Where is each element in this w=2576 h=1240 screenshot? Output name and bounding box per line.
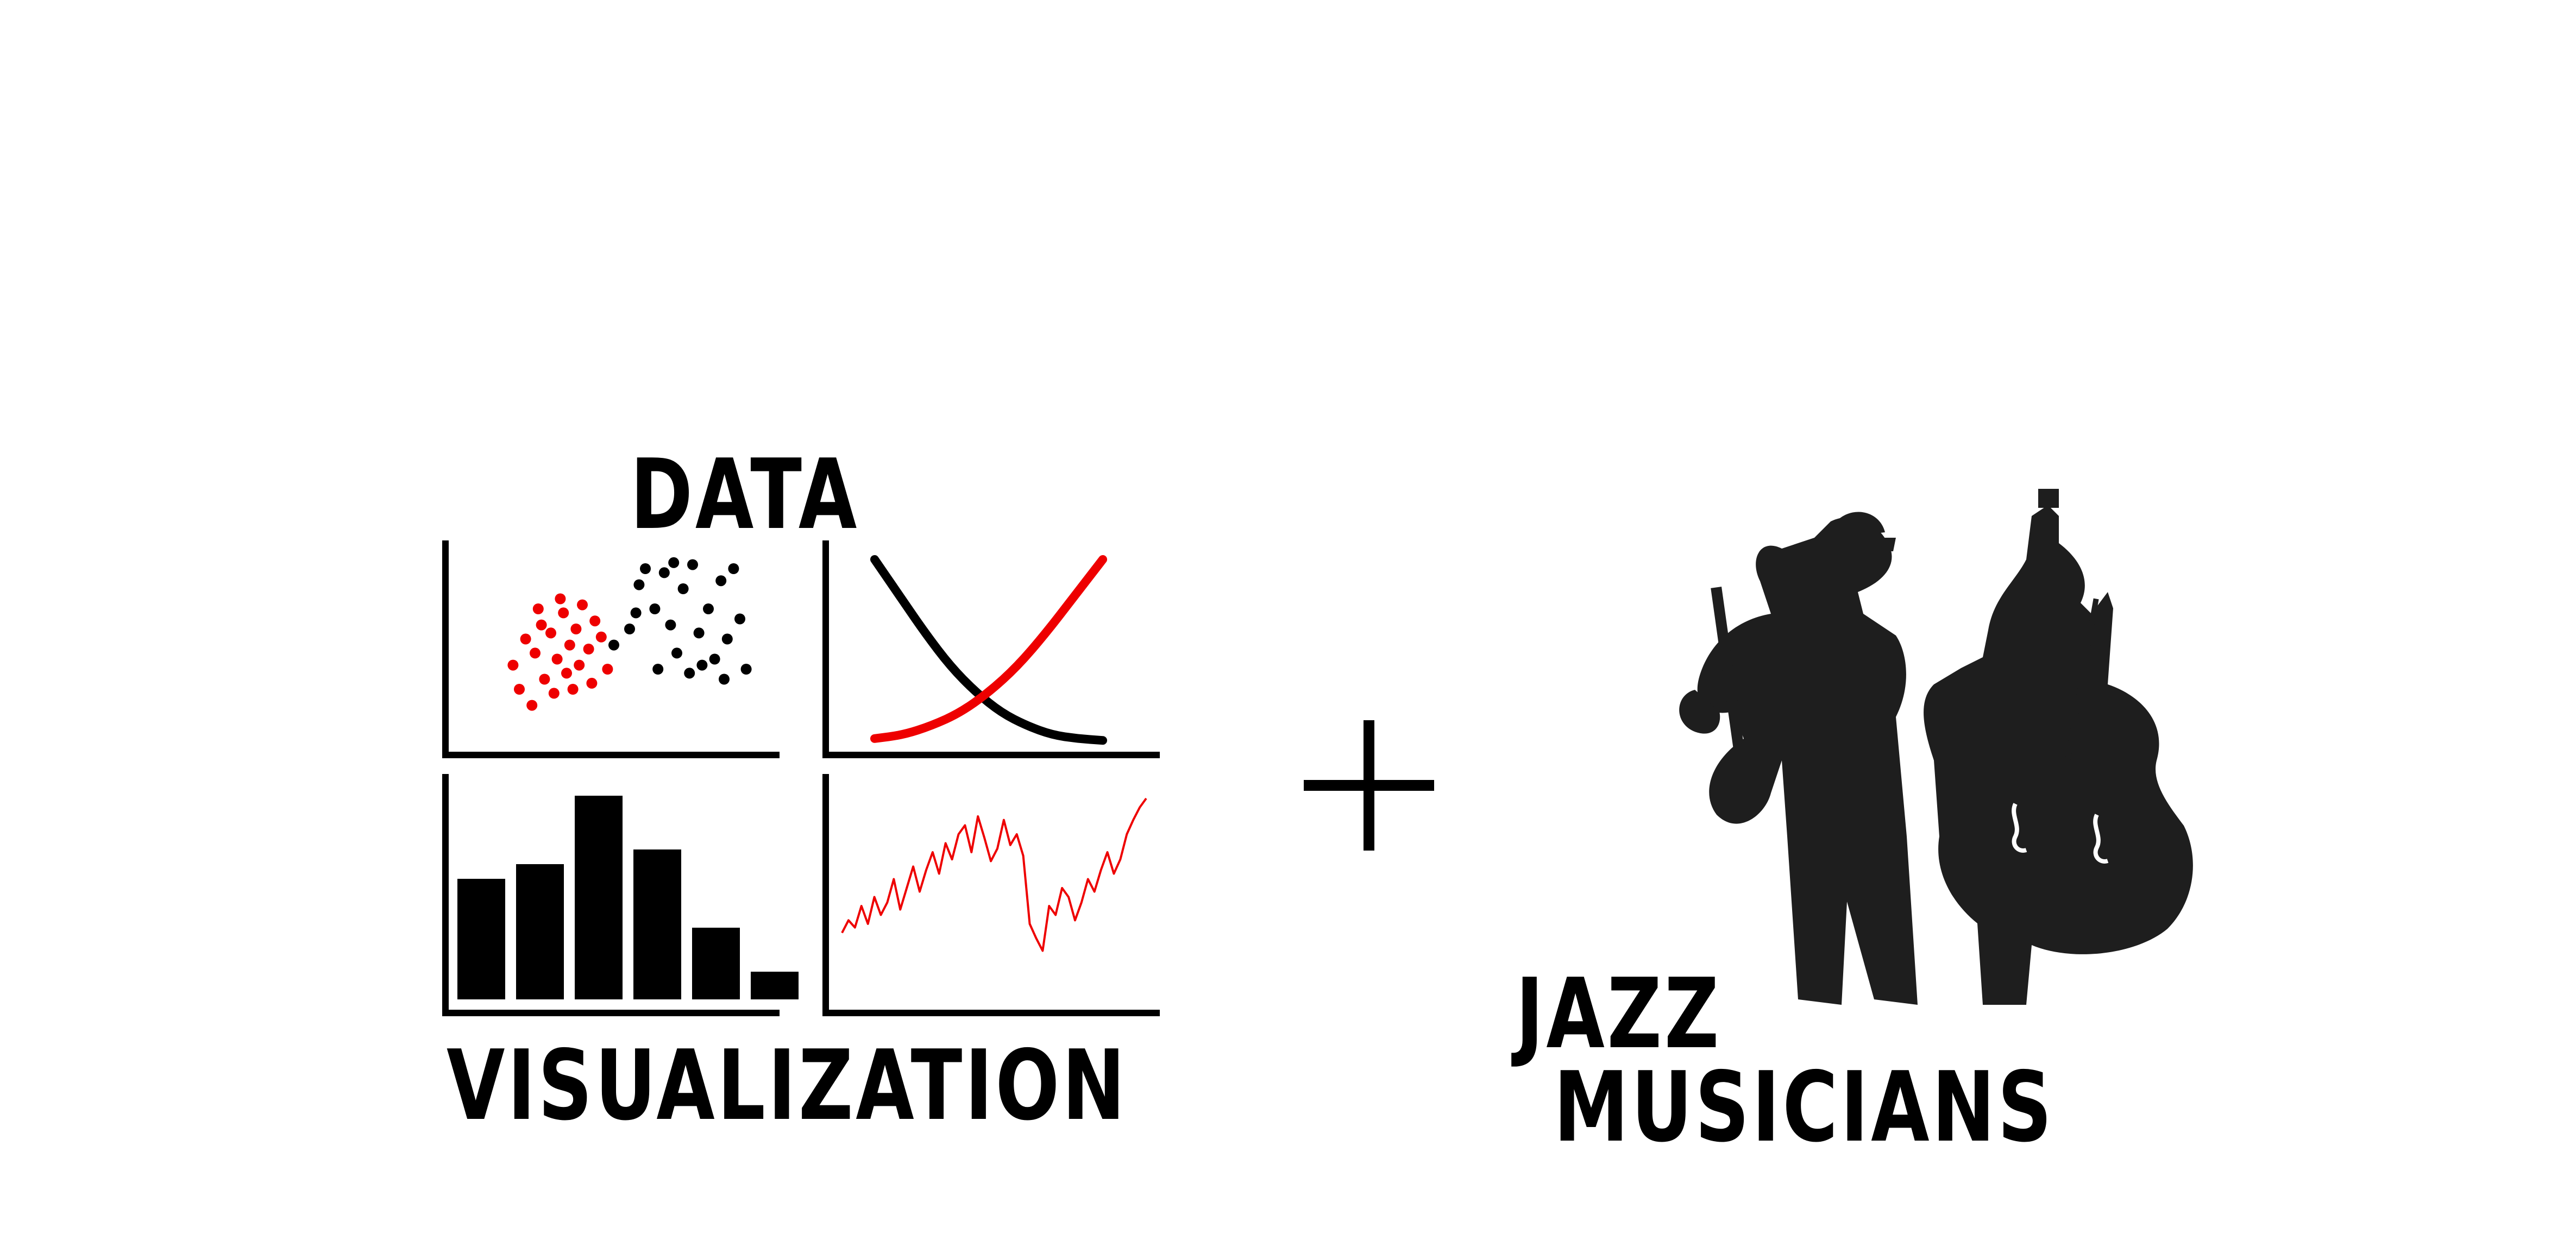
curves-axes [822, 540, 1160, 758]
scatter-point [677, 583, 689, 594]
scatter-point [740, 664, 752, 675]
scatter-point [570, 624, 582, 634]
scatter-point [608, 639, 619, 651]
scatter-point [668, 557, 680, 568]
scatter-point [577, 599, 588, 610]
scatter-point [658, 567, 670, 578]
bar [751, 972, 799, 999]
scatter-point [671, 647, 682, 659]
scatter-axes [442, 540, 780, 758]
scatter-point [520, 633, 531, 645]
scatter-point [558, 607, 569, 619]
bar [516, 864, 564, 999]
musicians-label: MUSICIANS [1554, 1051, 2054, 1163]
curve-series [870, 555, 1107, 745]
scatter-point [728, 563, 739, 574]
scatter-point [589, 615, 601, 627]
scatter-point [574, 659, 585, 671]
scatter-point [734, 613, 745, 625]
scatter-point [567, 684, 579, 695]
scatter-point [640, 563, 651, 574]
scatter-point [536, 619, 547, 631]
scatter-point [684, 668, 695, 679]
scatter-point [696, 659, 708, 671]
jazz-musicians-silhouette [1679, 489, 2193, 1005]
bar [633, 849, 681, 999]
scatter-point [652, 664, 664, 675]
scatter-point [539, 673, 550, 685]
scatter-point [532, 603, 544, 614]
data-title: DATA [630, 438, 860, 551]
scatter-point [507, 659, 519, 671]
scatter-point [602, 664, 613, 675]
scatter-point [561, 668, 572, 679]
curve-series [870, 555, 1107, 743]
scatter-point [719, 673, 730, 685]
plus-icon [1304, 720, 1434, 851]
visualization-label: VISUALIZATION [447, 1029, 1128, 1142]
scatter-point [526, 700, 538, 711]
scatter-point [721, 633, 733, 645]
bar [692, 928, 740, 999]
line-axes [822, 774, 1160, 1016]
jazz-label: JAZZ [1516, 958, 1722, 1070]
scatter-point [564, 639, 575, 651]
bars-axes [442, 774, 780, 1016]
line-chart-icon [822, 774, 1160, 1016]
scatter-point [548, 688, 560, 699]
scatter-point [630, 607, 642, 619]
scatter-point [703, 603, 714, 614]
scatter-point [633, 579, 645, 590]
scatter-point [715, 575, 727, 587]
scatter-point [545, 627, 556, 639]
scatter-point [555, 593, 566, 605]
scatter-point [583, 644, 594, 654]
scatter-plot-icon [442, 540, 780, 758]
scatter-point [649, 603, 661, 614]
scatter-point [624, 624, 635, 634]
scatter-point [665, 619, 676, 631]
bar-chart-icon [442, 774, 799, 1016]
scatter-point [530, 647, 541, 659]
scatter-point [551, 653, 563, 665]
scatter-point [709, 653, 720, 665]
scatter-point [514, 684, 525, 695]
scatter-point [595, 631, 607, 643]
bar [575, 796, 623, 999]
line-series [841, 797, 1147, 952]
bar [457, 879, 505, 999]
scatter-point [693, 627, 705, 639]
crossing-curves-icon [822, 540, 1160, 758]
scatter-point [687, 559, 698, 570]
scatter-point [586, 677, 598, 689]
